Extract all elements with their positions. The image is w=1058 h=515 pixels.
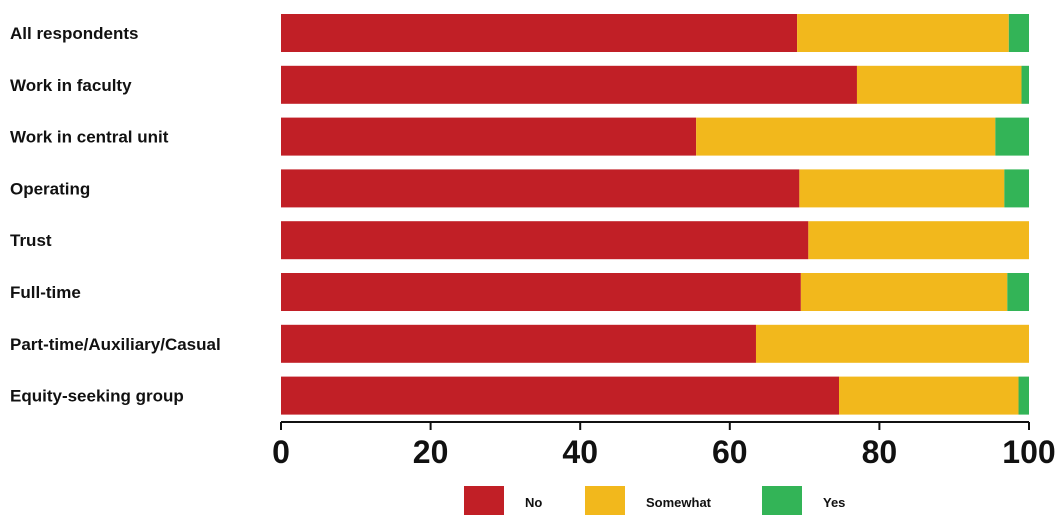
bar-operating-yes [1004, 169, 1029, 208]
bar-work-in-central-unit-somewhat [696, 117, 996, 156]
category-labels: All respondents Work in faculty Work in ce… [10, 24, 221, 406]
category-label-part-time-auxiliary-casual: Part-time/Auxiliary/Casual [10, 335, 221, 354]
bar-operating-somewhat [799, 169, 1005, 208]
bars-group [281, 14, 1029, 415]
legend-label-yes: Yes [823, 495, 845, 510]
x-tick-label-60: 60 [712, 434, 748, 470]
bar-equity-seeking-group-somewhat [839, 376, 1019, 415]
bar-all-respondents-no [281, 14, 798, 52]
bar-work-in-central-unit-yes [995, 117, 1029, 156]
bar-trust-somewhat [808, 221, 1029, 260]
legend-swatch-somewhat [585, 486, 625, 515]
bar-work-in-central-unit-no [281, 117, 697, 156]
bar-full-time-no [281, 273, 801, 311]
legend: No Somewhat Yes [464, 486, 845, 515]
bar-equity-seeking-group-yes [1018, 376, 1029, 415]
bar-full-time-somewhat [800, 273, 1008, 311]
legend-swatch-no [464, 486, 504, 515]
x-tick-label-20: 20 [413, 434, 449, 470]
legend-label-somewhat: Somewhat [646, 495, 712, 510]
category-label-work-in-faculty: Work in faculty [10, 76, 132, 95]
bar-equity-seeking-group-no [281, 376, 840, 415]
x-tick-label-80: 80 [862, 434, 898, 470]
x-tick-label-100: 100 [1002, 434, 1055, 470]
bar-part-time-auxiliary-casual-no [281, 324, 756, 363]
bar-full-time-yes [1007, 273, 1029, 311]
category-label-work-in-central-unit: Work in central unit [10, 128, 169, 147]
x-axis: 0 20 40 60 80 100 [272, 421, 1056, 470]
category-label-operating: Operating [10, 179, 90, 198]
bar-trust-no [281, 221, 809, 260]
legend-label-no: No [525, 495, 542, 510]
category-label-trust: Trust [10, 231, 52, 250]
category-label-all-respondents: All respondents [10, 24, 138, 43]
bar-part-time-auxiliary-casual-somewhat [755, 324, 1029, 363]
legend-swatch-yes [762, 486, 802, 515]
bar-all-respondents-somewhat [797, 14, 1009, 52]
bar-operating-no [281, 169, 800, 208]
bar-work-in-faculty-somewhat [856, 65, 1022, 104]
category-label-full-time: Full-time [10, 283, 81, 302]
bar-work-in-faculty-no [281, 65, 857, 104]
x-tick-label-40: 40 [562, 434, 598, 470]
x-tick-label-0: 0 [272, 434, 290, 470]
bar-work-in-faculty-yes [1021, 65, 1029, 104]
category-label-equity-seeking-group: Equity-seeking group [10, 387, 184, 406]
bar-all-respondents-yes [1008, 14, 1029, 52]
